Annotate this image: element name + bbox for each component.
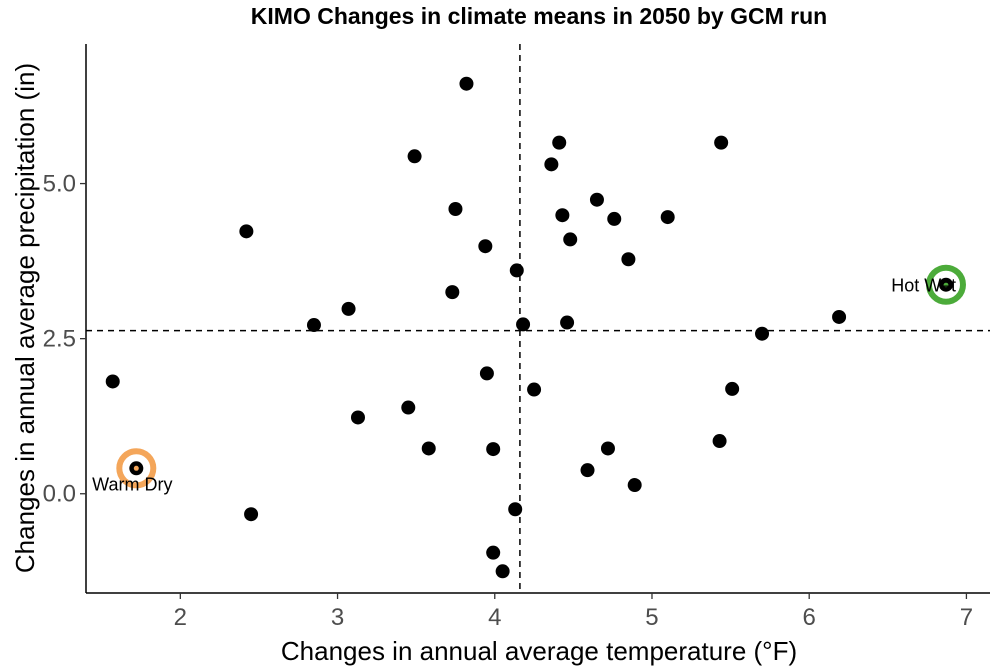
data-point xyxy=(341,301,356,316)
highlight-label: Warm Dry xyxy=(92,474,172,494)
data-point xyxy=(508,502,523,517)
data-point xyxy=(486,442,501,457)
data-point xyxy=(239,224,254,239)
data-point xyxy=(401,400,416,415)
data-point xyxy=(555,208,570,223)
y-axis-title: Changes in annual average precipitation … xyxy=(10,63,40,573)
chart-title: KIMO Changes in climate means in 2050 by… xyxy=(251,3,827,29)
data-point xyxy=(527,382,542,397)
y-tick-label: 5.0 xyxy=(43,171,76,198)
data-point xyxy=(486,545,501,560)
data-point xyxy=(660,210,675,225)
data-point xyxy=(306,318,321,333)
data-point xyxy=(563,232,578,247)
data-point xyxy=(509,263,524,278)
x-tick-label: 6 xyxy=(803,604,816,631)
data-point xyxy=(589,192,604,207)
data-point xyxy=(105,374,120,389)
data-point xyxy=(516,317,531,332)
x-tick-label: 7 xyxy=(960,604,973,631)
data-point xyxy=(445,285,460,300)
highlight-ring xyxy=(116,448,157,489)
data-point xyxy=(580,463,595,478)
data-point xyxy=(478,239,493,254)
highlight-center xyxy=(133,465,139,471)
data-point xyxy=(832,309,847,324)
plot-area: 2 3 4 5 6 7 0.0 2.5 5.0 Warm Dry Hot Wet xyxy=(43,44,990,631)
x-axis-title: Changes in annual average temperature (°… xyxy=(281,636,797,666)
data-point xyxy=(714,135,729,150)
data-point xyxy=(621,252,636,267)
y-tick-label: 2.5 xyxy=(43,326,76,353)
data-point xyxy=(421,441,436,456)
data-point xyxy=(552,135,567,150)
highlight-label: Hot Wet xyxy=(891,276,956,296)
data-point xyxy=(448,202,463,217)
highlight-center xyxy=(943,282,949,288)
x-tick-label: 5 xyxy=(645,604,658,631)
highlight-ring xyxy=(925,264,966,305)
data-point xyxy=(244,507,259,522)
x-tick-label: 2 xyxy=(174,604,187,631)
x-tick-label: 3 xyxy=(331,604,344,631)
y-tick-label: 0.0 xyxy=(43,481,76,508)
data-point xyxy=(495,564,510,579)
data-point xyxy=(544,157,559,172)
data-point xyxy=(712,434,727,449)
data-point xyxy=(600,441,615,456)
data-point xyxy=(560,315,575,330)
data-point xyxy=(459,76,474,91)
data-point xyxy=(607,211,622,226)
data-point xyxy=(407,149,422,164)
data-point xyxy=(627,478,642,493)
data-point xyxy=(725,381,740,396)
x-tick-label: 4 xyxy=(488,604,501,631)
data-point xyxy=(350,410,365,425)
data-point xyxy=(479,366,494,381)
data-point xyxy=(755,326,770,341)
